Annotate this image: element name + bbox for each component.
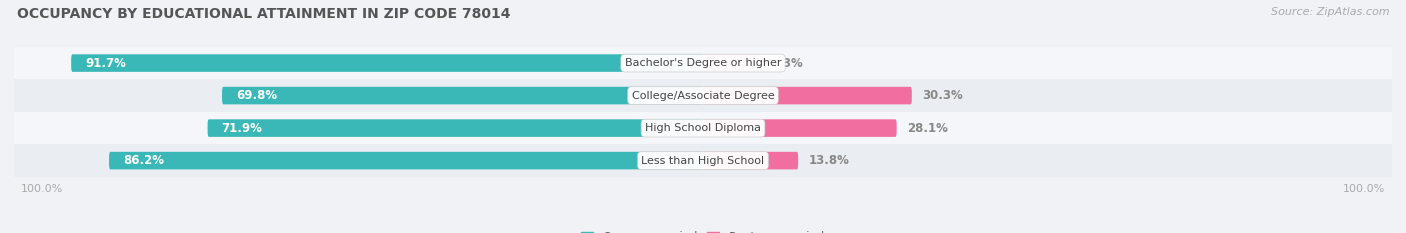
Text: Source: ZipAtlas.com: Source: ZipAtlas.com xyxy=(1271,7,1389,17)
Text: 30.3%: 30.3% xyxy=(922,89,963,102)
Text: Bachelor's Degree or higher: Bachelor's Degree or higher xyxy=(624,58,782,68)
Text: OCCUPANCY BY EDUCATIONAL ATTAINMENT IN ZIP CODE 78014: OCCUPANCY BY EDUCATIONAL ATTAINMENT IN Z… xyxy=(17,7,510,21)
Text: 91.7%: 91.7% xyxy=(84,57,127,70)
Bar xyxy=(14,47,1392,79)
Text: 86.2%: 86.2% xyxy=(122,154,165,167)
Text: College/Associate Degree: College/Associate Degree xyxy=(631,91,775,101)
FancyBboxPatch shape xyxy=(222,87,703,104)
Bar xyxy=(14,79,1392,112)
FancyBboxPatch shape xyxy=(72,54,703,72)
Text: 28.1%: 28.1% xyxy=(907,122,948,135)
Bar xyxy=(14,112,1392,144)
FancyBboxPatch shape xyxy=(703,54,761,72)
Text: Less than High School: Less than High School xyxy=(641,156,765,166)
Text: 100.0%: 100.0% xyxy=(21,184,63,194)
Text: 69.8%: 69.8% xyxy=(236,89,277,102)
Bar xyxy=(14,144,1392,177)
FancyBboxPatch shape xyxy=(208,119,703,137)
Text: High School Diploma: High School Diploma xyxy=(645,123,761,133)
FancyBboxPatch shape xyxy=(703,87,912,104)
Text: 13.8%: 13.8% xyxy=(808,154,849,167)
Legend: Owner-occupied, Renter-occupied: Owner-occupied, Renter-occupied xyxy=(576,226,830,233)
FancyBboxPatch shape xyxy=(703,152,799,169)
Text: 8.3%: 8.3% xyxy=(770,57,803,70)
FancyBboxPatch shape xyxy=(703,119,897,137)
Text: 71.9%: 71.9% xyxy=(221,122,263,135)
FancyBboxPatch shape xyxy=(110,152,703,169)
Text: 100.0%: 100.0% xyxy=(1343,184,1385,194)
